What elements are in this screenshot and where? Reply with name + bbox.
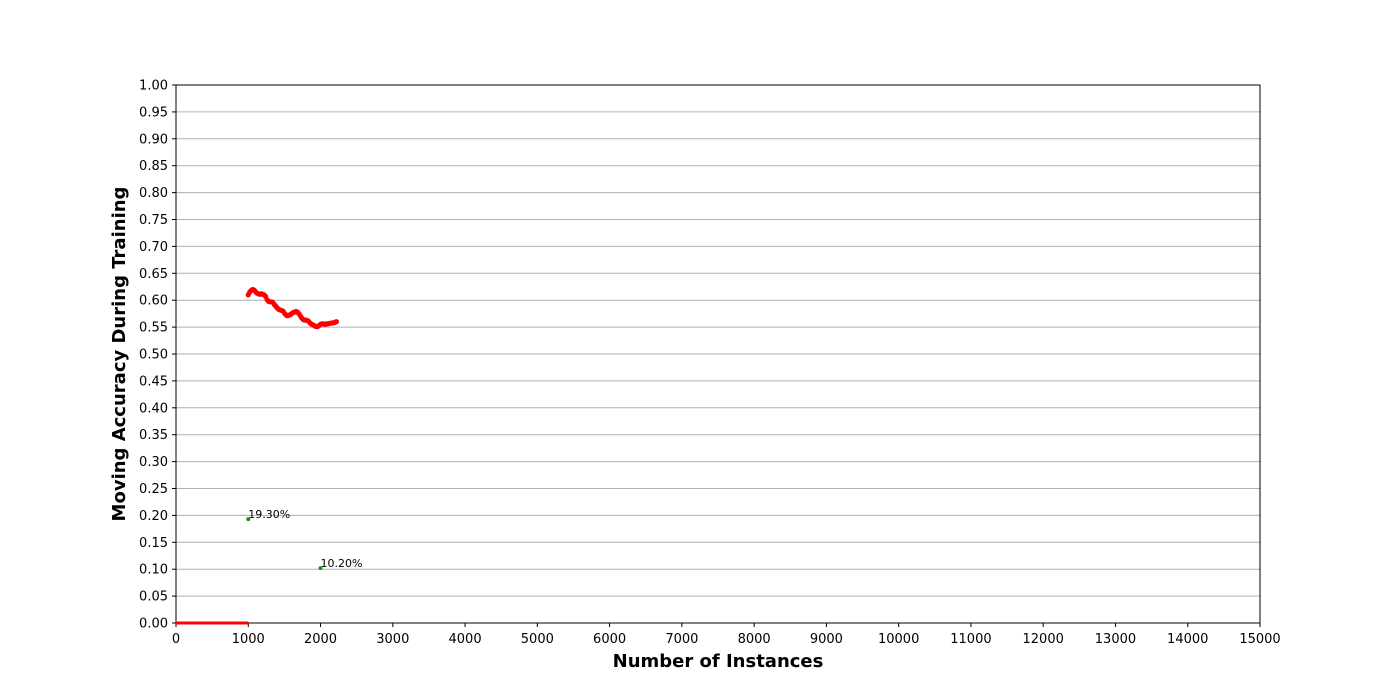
x-tick-label: 6000 xyxy=(593,632,626,647)
y-tick-label: 0.10 xyxy=(139,563,168,578)
x-tick-label: 13000 xyxy=(1095,632,1136,647)
x-tick-label: 7000 xyxy=(665,632,698,647)
y-axis-title: Moving Accuracy During Training xyxy=(109,187,130,522)
x-tick-label: 9000 xyxy=(810,632,843,647)
x-tick-label: 3000 xyxy=(376,632,409,647)
x-tick-label: 14000 xyxy=(1167,632,1208,647)
grid-lines xyxy=(176,111,1260,597)
y-tick-label: 0.00 xyxy=(139,617,168,632)
y-tick-label: 0.15 xyxy=(139,536,168,551)
data-point xyxy=(318,566,323,571)
y-tick-label: 0.80 xyxy=(139,186,168,201)
y-tick-label: 0.35 xyxy=(139,428,168,443)
x-tick-label: 8000 xyxy=(738,632,771,647)
x-tick-label: 12000 xyxy=(1023,632,1064,647)
y-tick-label: 0.85 xyxy=(139,159,168,174)
y-tick-label: 0.70 xyxy=(139,240,168,255)
y-tick-label: 0.05 xyxy=(139,590,168,605)
data-label: 19.30% xyxy=(248,508,290,521)
x-tick-label: 15000 xyxy=(1239,632,1280,647)
x-tick-label: 10000 xyxy=(878,632,919,647)
y-tick-label: 0.25 xyxy=(139,482,168,497)
axis-ticks: 0.00 0.05 0.10 0.15 0.20 0.25 0.30 0.35 0.40 0.45… xyxy=(139,79,1281,648)
x-tick-label: 0 xyxy=(172,632,180,647)
x-tick-label: 1000 xyxy=(232,632,265,647)
y-tick-label: 0.50 xyxy=(139,348,168,363)
data-label: 10.20% xyxy=(321,557,363,570)
annotations: 19.30% 10.20% xyxy=(248,508,362,570)
data-point xyxy=(333,319,340,325)
y-tick-label: 0.90 xyxy=(139,132,168,147)
y-tick-label: 0.45 xyxy=(139,374,168,389)
x-tick-label: 4000 xyxy=(449,632,482,647)
y-tick-label: 0.40 xyxy=(139,401,168,416)
x-tick-label: 5000 xyxy=(521,632,554,647)
y-tick-label: 0.30 xyxy=(139,455,168,470)
x-axis-title: Number of Instances xyxy=(613,651,824,672)
y-tick-label: 0.60 xyxy=(139,294,168,309)
x-tick-label: 11000 xyxy=(950,632,991,647)
data-point xyxy=(246,517,251,522)
data-series xyxy=(176,286,340,625)
y-tick-label: 0.75 xyxy=(139,213,168,228)
y-tick-label: 0.55 xyxy=(139,321,168,336)
y-tick-label: 0.95 xyxy=(139,105,168,120)
y-tick-label: 0.65 xyxy=(139,267,168,282)
x-tick-label: 2000 xyxy=(304,632,337,647)
y-tick-label: 0.20 xyxy=(139,509,168,524)
y-tick-label: 1.00 xyxy=(139,79,168,94)
